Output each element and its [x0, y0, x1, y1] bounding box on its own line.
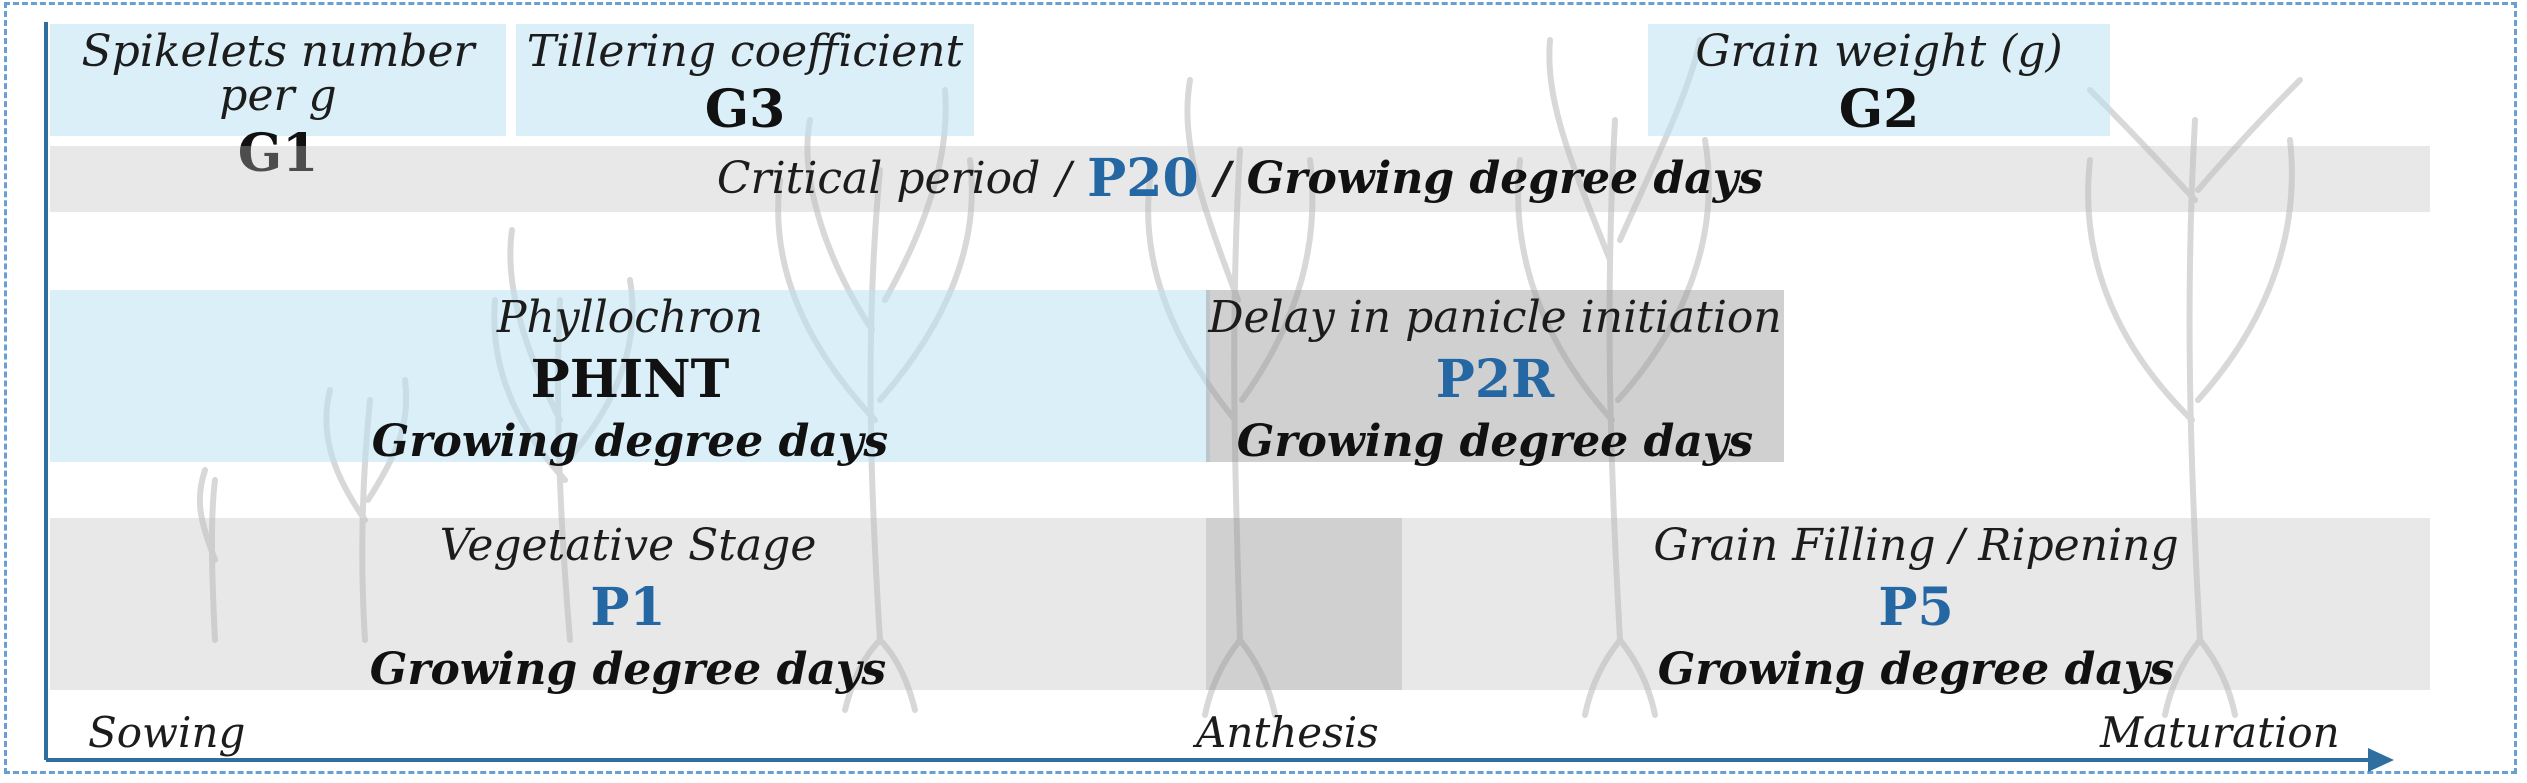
anthesis-overlap-block: [1206, 518, 1402, 690]
dashed-frame: [4, 2, 2517, 774]
phyllochron-unit: Growing degree days: [371, 416, 889, 467]
phyllochron-box: Phyllochron PHINT Growing degree days: [50, 290, 1210, 467]
timeline-label-maturation: Maturation: [2100, 708, 2340, 757]
panicle-delay-unit: Growing degree days: [1236, 416, 1754, 467]
grain-filling-unit: Growing degree days: [1657, 644, 2175, 695]
timeline-label-sowing: Sowing: [88, 708, 246, 757]
param-code-g3: G3: [704, 79, 786, 140]
phyllochron-code: PHINT: [530, 349, 730, 410]
param-code-g2: G2: [1838, 79, 1920, 140]
panicle-delay-box: Delay in panicle initiation P2R Growing …: [1206, 290, 1784, 467]
vegetative-stage-code: P1: [590, 577, 666, 638]
critical-period-bar: Critical period / P20 / Growing degree d…: [50, 146, 2430, 212]
param-box-g3: Tillering coefficient G3: [516, 24, 974, 136]
critical-period-unit: Growing degree days: [1246, 153, 1764, 204]
grain-filling-box: Grain Filling / Ripening P5 Growing degr…: [1402, 518, 2430, 695]
critical-period-code: P20: [1087, 148, 1199, 209]
vegetative-stage-box: Vegetative Stage P1 Growing degree days: [50, 518, 1206, 695]
param-box-g2: Grain weight (g) G2: [1648, 24, 2110, 136]
critical-period-sep-2: /: [1214, 153, 1231, 204]
phyllochron-desc: Phyllochron: [496, 292, 764, 343]
critical-period-sep-1: /: [1056, 153, 1072, 204]
param-desc-g2: Grain weight (g): [1695, 26, 2063, 77]
param-desc-g3: Tillering coefficient: [526, 26, 964, 77]
panicle-delay-desc: Delay in panicle initiation: [1208, 292, 1782, 343]
timeline-arrowhead-icon: [2368, 748, 2394, 772]
param-code-g1: G1: [237, 123, 319, 184]
param-box-g1: Spikelets number per g G1: [50, 24, 506, 180]
vegetative-stage-unit: Growing degree days: [369, 644, 887, 695]
critical-period-desc: Critical period: [716, 153, 1041, 204]
param-desc-g1: Spikelets number per g: [81, 26, 475, 121]
grain-filling-desc: Grain Filling / Ripening: [1653, 520, 2179, 571]
grain-filling-code: P5: [1878, 577, 1954, 638]
vegetative-stage-desc: Vegetative Stage: [439, 520, 817, 571]
panicle-delay-code: P2R: [1435, 349, 1555, 410]
timeline-label-anthesis: Anthesis: [1196, 708, 1379, 757]
